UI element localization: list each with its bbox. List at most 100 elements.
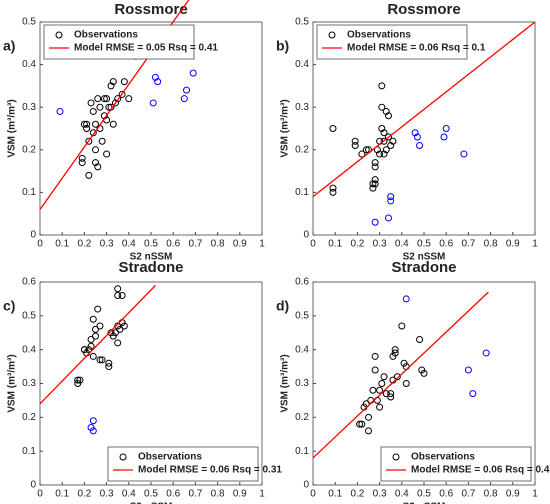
- point: [378, 380, 386, 387]
- fit-line: [39, 0, 190, 210]
- point: [376, 150, 384, 158]
- x-tick-label: 1: [532, 239, 538, 250]
- x-tick-label: 0.8: [484, 489, 498, 500]
- panel-title: Stradone: [118, 259, 183, 276]
- point: [89, 107, 97, 115]
- x-tick-label: 0.8: [211, 489, 225, 500]
- point: [111, 99, 119, 107]
- panel-label: b): [276, 38, 289, 54]
- legend-label: Observations: [74, 30, 138, 41]
- point: [382, 390, 390, 398]
- point: [384, 133, 392, 141]
- y-tick-label: 0.4: [22, 59, 36, 70]
- x-tick-label: 0.2: [350, 489, 364, 500]
- x-tick-label: 0.2: [77, 489, 91, 500]
- x-axis-label: S2 nSSM: [130, 502, 173, 504]
- point: [365, 427, 372, 435]
- y-tick-label: 0.3: [22, 378, 36, 389]
- legend-label: Observations: [347, 30, 411, 41]
- point: [384, 112, 392, 120]
- x-tick-label: 0.1: [328, 239, 342, 250]
- point: [116, 325, 124, 333]
- point: [74, 376, 82, 384]
- y-tick-label: 0.3: [295, 102, 309, 113]
- y-tick-label: 0.2: [295, 412, 309, 423]
- point: [105, 359, 113, 367]
- point: [87, 336, 95, 344]
- fit-line: [312, 291, 489, 459]
- x-tick-label: 0.9: [233, 489, 247, 500]
- point: [369, 180, 377, 188]
- y-tick-label: 0.4: [295, 59, 309, 70]
- point: [380, 373, 388, 381]
- x-tick-label: 0.8: [484, 239, 498, 250]
- x-tick-label: 0: [37, 239, 43, 250]
- y-tick-label: 0.3: [22, 102, 36, 113]
- point: [92, 159, 99, 167]
- x-tick-label: 0.7: [188, 239, 202, 250]
- point: [378, 125, 386, 132]
- point: [114, 285, 122, 293]
- x-tick-label: 0.4: [395, 489, 409, 500]
- y-tick-label: 0.2: [22, 412, 36, 423]
- point: [391, 346, 399, 354]
- y-tick-label: 0.2: [295, 144, 309, 155]
- point: [356, 420, 364, 428]
- x-axis-label: S2 nSSM: [130, 252, 173, 263]
- point: [92, 325, 99, 333]
- y-axis-label: VSM (m³/m³): [280, 99, 291, 157]
- point: [189, 69, 197, 77]
- point: [92, 332, 99, 340]
- point: [384, 214, 392, 222]
- x-tick-label: 0.5: [417, 239, 431, 250]
- legend-swatch: [55, 31, 63, 39]
- panel-title: Stradone: [391, 259, 456, 276]
- legend-box: [316, 24, 468, 60]
- point: [183, 86, 191, 94]
- point: [118, 90, 126, 98]
- point: [100, 95, 108, 103]
- point: [351, 142, 359, 150]
- point: [103, 95, 111, 103]
- point: [89, 427, 97, 435]
- panel-label: d): [276, 298, 289, 314]
- point: [103, 150, 111, 158]
- y-tick-label: 0: [303, 230, 309, 241]
- y-tick-label: 0.1: [295, 187, 309, 198]
- x-tick-label: 0.3: [100, 489, 114, 500]
- point: [391, 349, 399, 357]
- point: [94, 305, 102, 313]
- point: [109, 78, 117, 86]
- y-tick-label: 0.1: [22, 187, 36, 198]
- legend-label: Observations: [138, 452, 202, 463]
- point: [118, 292, 126, 300]
- point: [87, 99, 95, 107]
- point: [96, 322, 104, 330]
- x-tick-label: 0.8: [211, 239, 225, 250]
- point: [180, 95, 188, 103]
- x-tick-label: 0.4: [395, 239, 409, 250]
- point: [98, 137, 106, 145]
- point: [85, 137, 93, 145]
- point: [329, 184, 337, 192]
- point: [371, 218, 379, 226]
- point: [387, 393, 395, 401]
- x-tick-label: 0: [37, 489, 43, 500]
- point: [120, 78, 128, 86]
- point: [411, 129, 419, 137]
- x-tick-label: 1: [259, 239, 265, 250]
- x-tick-label: 0.9: [506, 239, 520, 250]
- y-tick-label: 0.4: [295, 344, 309, 355]
- point: [420, 369, 428, 377]
- legend-swatch: [119, 453, 127, 461]
- y-axis-label: VSM (m³/m³): [7, 99, 18, 157]
- point: [109, 120, 117, 128]
- y-tick-label: 0.3: [295, 378, 309, 389]
- x-tick-label: 0.9: [233, 239, 247, 250]
- point: [125, 95, 133, 103]
- point: [329, 125, 337, 132]
- point: [92, 120, 99, 128]
- point: [378, 82, 386, 90]
- point: [402, 380, 410, 387]
- point: [114, 95, 122, 103]
